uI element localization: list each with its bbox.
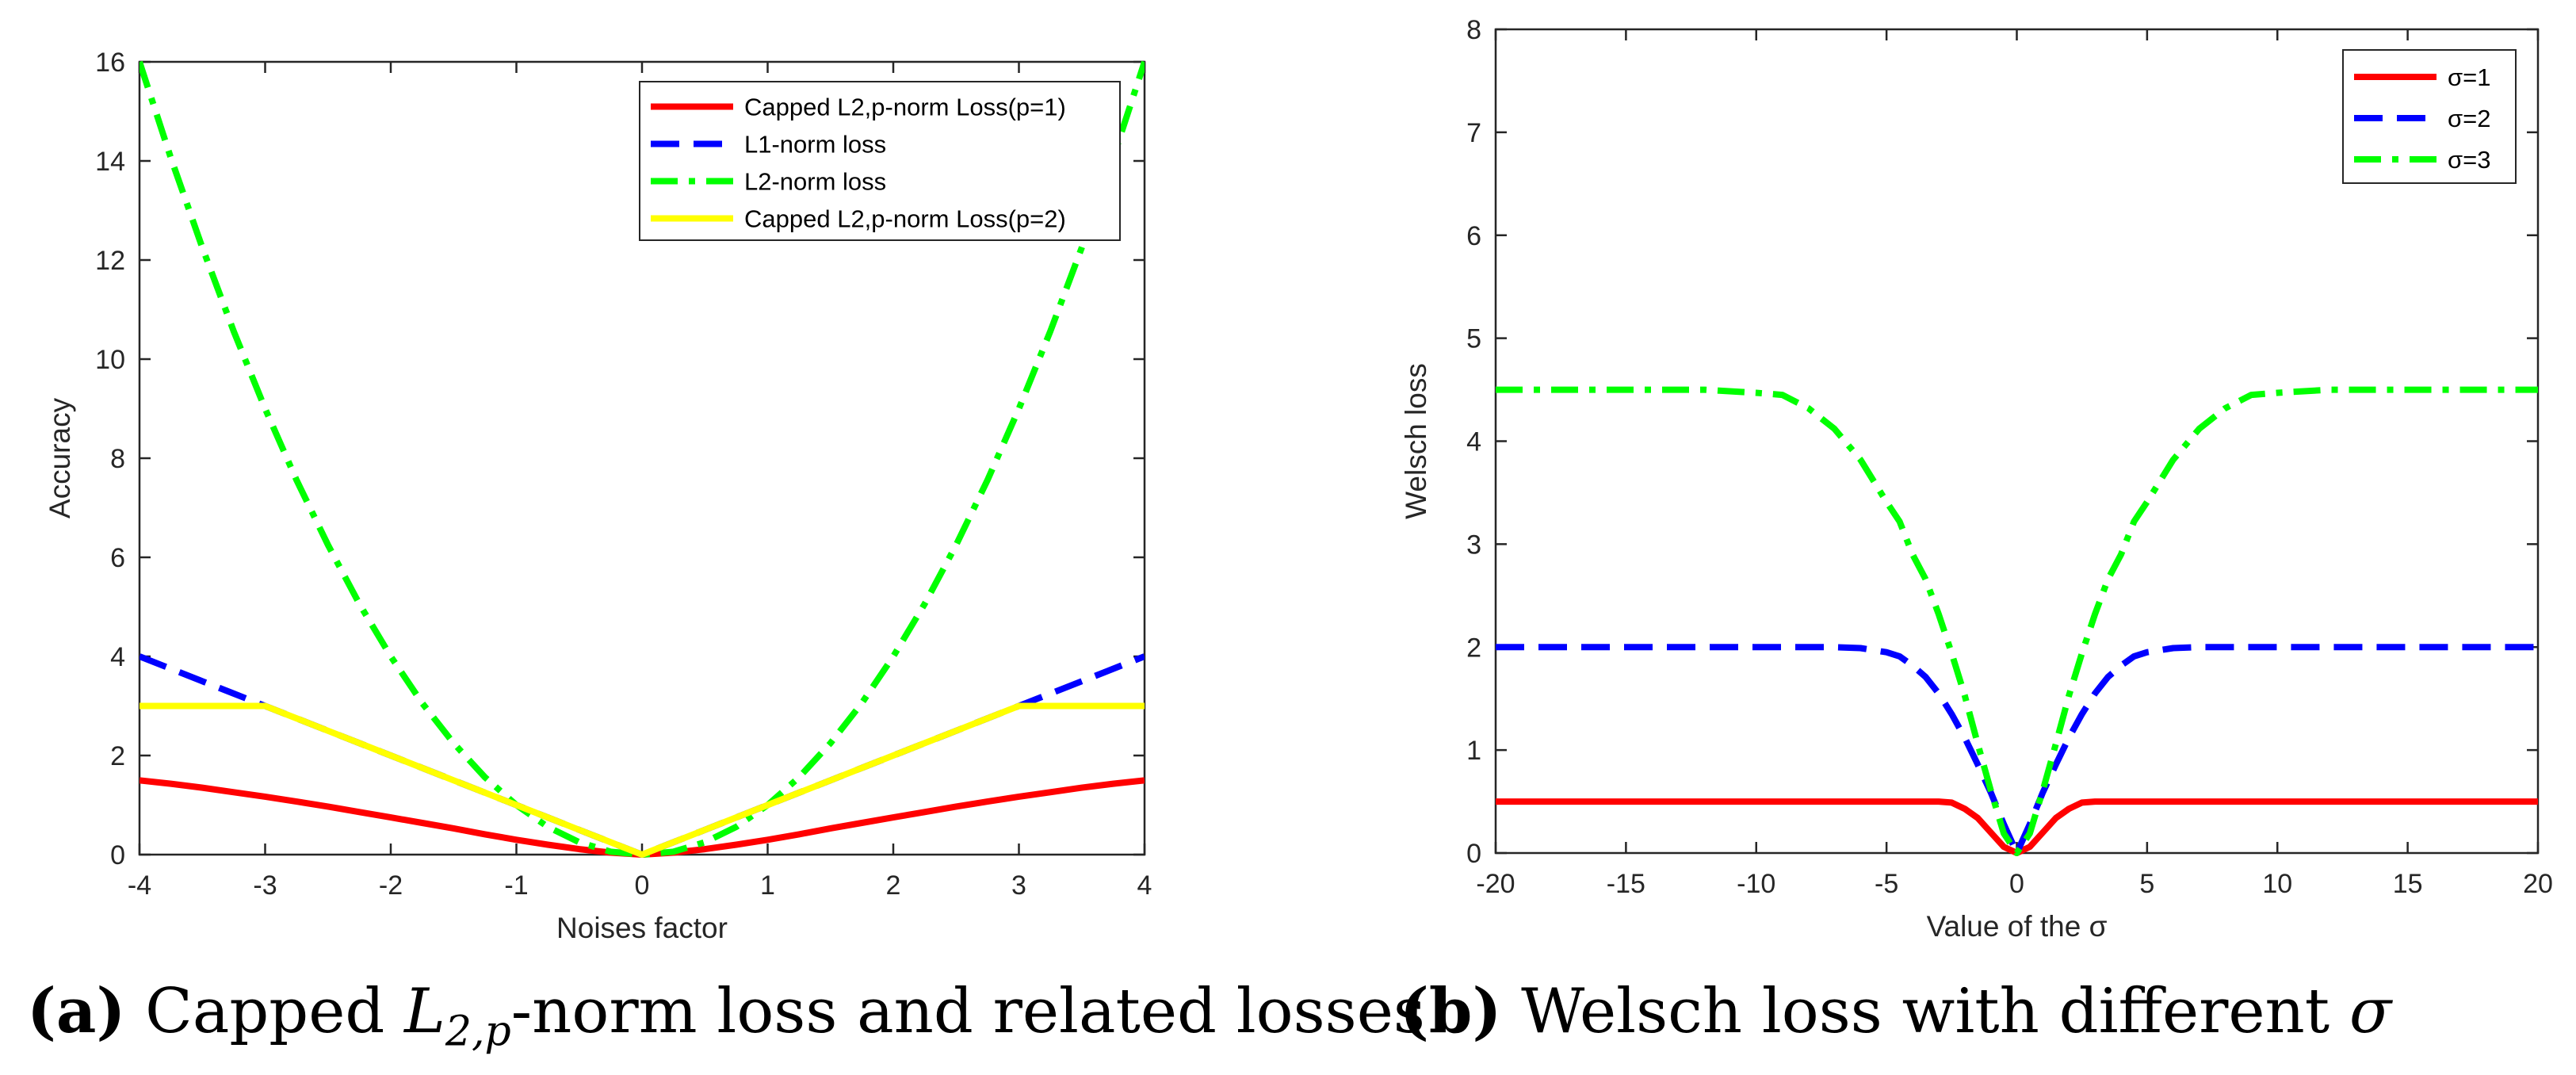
chart-a-ytick-label: 4 — [110, 642, 125, 672]
chart-b-legend-label: σ=2 — [2448, 105, 2490, 132]
chart-a-xtick-label: -3 — [253, 870, 277, 901]
chart-a-ytick-label: 14 — [95, 147, 125, 177]
caption-b-text-before: Welsch loss with different — [1501, 976, 2349, 1047]
chart-b-legend-label: σ=3 — [2448, 146, 2490, 174]
chart-b-ytick-label: 7 — [1466, 118, 1481, 148]
chart-a-xtick-label: -2 — [379, 870, 403, 901]
chart-b-ytick-label: 0 — [1466, 839, 1481, 869]
chart-a-ytick-label: 16 — [95, 48, 125, 78]
chart-a-legend-label: L2-norm loss — [744, 168, 886, 196]
chart-a-xtick-label: 4 — [1137, 870, 1152, 901]
chart-b-series-3-line — [1496, 386, 2538, 856]
chart-a-ytick-label: 2 — [110, 741, 125, 771]
caption-a-label: (a) — [27, 975, 126, 1047]
caption-b-math: σ — [2349, 976, 2392, 1047]
chart-a-xtick-label: 0 — [635, 870, 650, 901]
chart-b-ytick-label: 8 — [1466, 15, 1481, 45]
chart-a-legend-label: Capped L2,p-norm Loss(p=1) — [744, 94, 1066, 121]
chart-a-ytick-label: 6 — [110, 543, 125, 573]
chart-b-xlabel: Value of the σ — [1927, 910, 2108, 943]
chart-a-series-4-line — [140, 702, 1145, 858]
chart-b-xtick-label: -5 — [1875, 869, 1898, 899]
caption-b-label: (b) — [1400, 975, 1502, 1047]
chart-a-ytick-label: 12 — [95, 246, 125, 276]
chart-b-xtick-label: -10 — [1737, 869, 1775, 899]
caption-a-text-after: -norm loss and related losses — [510, 976, 1425, 1047]
caption-b: (b) Welsch loss with different σ — [1400, 975, 2391, 1047]
chart-a-xlabel: Noises factor — [556, 912, 728, 944]
chart-a-ytick-label: 10 — [95, 345, 125, 375]
caption-a-text-before: Capped — [125, 976, 405, 1047]
chart-b-ytick-label: 4 — [1466, 427, 1481, 457]
caption-a-math: L — [404, 976, 445, 1047]
chart-b-xtick-label: 10 — [2262, 869, 2292, 899]
chart-a-legend-label: L1-norm loss — [744, 131, 886, 159]
chart-b: -20 -15 -10 -5 0 5 10 15 20 0 1 2 3 4 5 6 7 8 Value of the… — [1400, 15, 2553, 943]
chart-b-xtick-label: 5 — [2139, 869, 2154, 899]
chart-b-legend-label: σ=1 — [2448, 63, 2490, 91]
chart-b-xtick-label: -20 — [1476, 869, 1515, 899]
chart-b-xtick-label: -15 — [1607, 869, 1645, 899]
chart-a-ytick-label: 0 — [110, 840, 125, 870]
chart-b-ytick-label: 6 — [1466, 221, 1481, 251]
chart-a-xtick-label: -4 — [128, 870, 151, 901]
chart-a-xtick-label: 2 — [886, 870, 901, 901]
chart-a-ylabel: Accuracy — [44, 397, 76, 518]
chart-b-ytick-label: 5 — [1466, 324, 1481, 354]
chart-a-ytick-label: 8 — [110, 444, 125, 474]
chart-a-xtick-label: 3 — [1011, 870, 1026, 901]
chart-b-xtick-label: 15 — [2393, 869, 2423, 899]
chart-b-ylabel: Welsch loss — [1400, 363, 1432, 519]
chart-b-ytick-label: 2 — [1466, 633, 1481, 663]
caption-a: (a) Capped L2,p-norm loss and related lo… — [27, 975, 1425, 1056]
chart-a-xtick-label: 1 — [760, 870, 775, 901]
chart-b-series-2-line — [1496, 644, 2538, 856]
chart-b-xtick-label: 0 — [2009, 869, 2024, 899]
caption-a-math-sub: 2,p — [445, 1008, 511, 1056]
chart-b-ytick-label: 3 — [1466, 530, 1481, 560]
chart-a-legend-label: Capped L2,p-norm Loss(p=2) — [744, 205, 1066, 233]
chart-b-xtick-label: 20 — [2523, 869, 2553, 899]
chart-a-xtick-label: -1 — [504, 870, 528, 901]
chart-b-ytick-label: 1 — [1466, 736, 1481, 766]
